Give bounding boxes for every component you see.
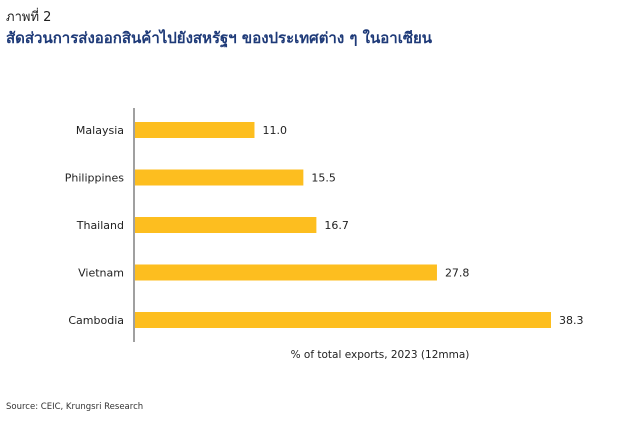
bar-malaysia bbox=[135, 122, 255, 138]
category-label-cambodia: Cambodia bbox=[68, 314, 124, 327]
value-label-vietnam: 27.8 bbox=[445, 267, 470, 280]
category-label-vietnam: Vietnam bbox=[78, 267, 124, 280]
category-label-thailand: Thailand bbox=[76, 219, 124, 232]
category-label-malaysia: Malaysia bbox=[76, 124, 124, 137]
bar-cambodia bbox=[135, 312, 551, 328]
bars-group: Malaysia 11.0 Philippines 15.5 Thailand 16.7 V… bbox=[65, 122, 584, 328]
bar-thailand bbox=[135, 217, 317, 233]
chart-title: สัดส่วนการส่งออกสินค้าไปยังสหรัฐฯ ของประ… bbox=[6, 29, 433, 47]
bar-philippines bbox=[135, 169, 304, 186]
figure-label: ภาพที่ 2 bbox=[6, 10, 52, 25]
bar-chart: Malaysia 11.0 Philippines 15.5 Thailand 16.7 V… bbox=[65, 108, 584, 361]
value-label-cambodia: 38.3 bbox=[559, 314, 584, 327]
value-label-malaysia: 11.0 bbox=[262, 124, 287, 137]
category-label-philippines: Philippines bbox=[65, 172, 125, 185]
bar-vietnam bbox=[135, 264, 437, 281]
source-note: Source: CEIC, Krungsri Research bbox=[6, 402, 144, 412]
value-label-thailand: 16.7 bbox=[324, 219, 349, 232]
value-label-philippines: 15.5 bbox=[311, 172, 336, 185]
x-axis-label: % of total exports, 2023 (12mma) bbox=[291, 349, 470, 361]
